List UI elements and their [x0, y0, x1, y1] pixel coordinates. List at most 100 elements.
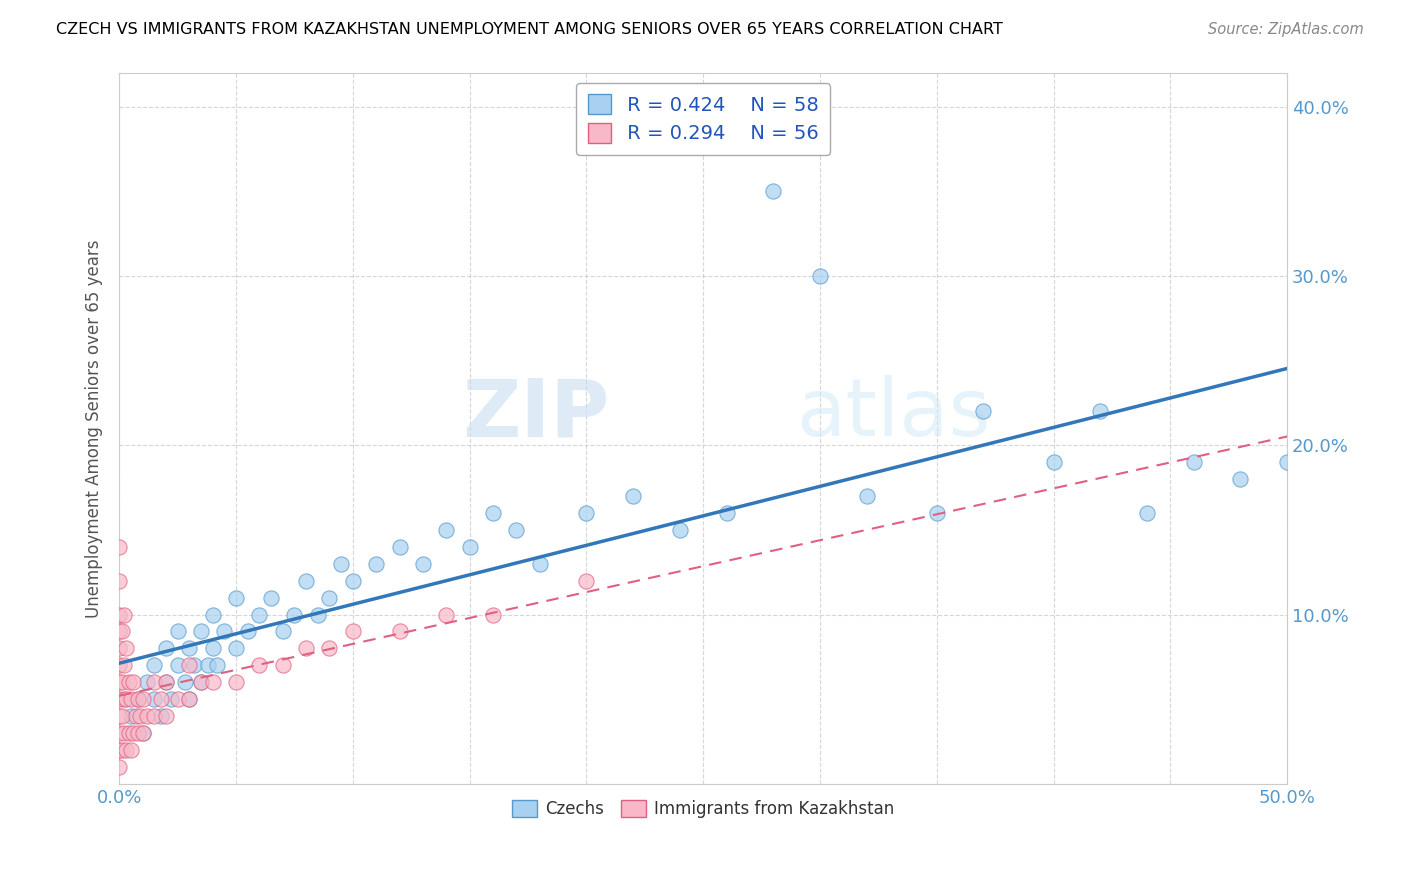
- Point: [115, 743, 138, 757]
- Point: [155, 641, 177, 656]
- Point: [236, 624, 259, 639]
- Point: [117, 726, 139, 740]
- Point: [388, 540, 411, 554]
- Point: [201, 607, 224, 622]
- Text: atlas: atlas: [797, 376, 991, 453]
- Point: [108, 624, 131, 639]
- Point: [150, 692, 173, 706]
- Point: [808, 268, 831, 283]
- Point: [108, 540, 131, 554]
- Point: [762, 185, 785, 199]
- Point: [307, 607, 329, 622]
- Point: [122, 675, 145, 690]
- Point: [120, 709, 142, 723]
- Point: [197, 658, 219, 673]
- Point: [179, 658, 201, 673]
- Point: [1229, 472, 1251, 486]
- Point: [108, 574, 131, 588]
- Point: [112, 658, 135, 673]
- Point: [295, 641, 318, 656]
- Point: [505, 523, 527, 537]
- Point: [260, 591, 283, 605]
- Point: [159, 692, 181, 706]
- Point: [214, 624, 236, 639]
- Point: [342, 624, 364, 639]
- Point: [925, 506, 948, 520]
- Point: [112, 607, 135, 622]
- Point: [330, 557, 353, 571]
- Point: [179, 692, 201, 706]
- Y-axis label: Unemployment Among Seniors over 65 years: Unemployment Among Seniors over 65 years: [86, 239, 103, 617]
- Point: [129, 709, 152, 723]
- Point: [112, 726, 135, 740]
- Point: [124, 709, 146, 723]
- Text: CZECH VS IMMIGRANTS FROM KAZAKHSTAN UNEMPLOYMENT AMONG SENIORS OVER 65 YEARS COR: CZECH VS IMMIGRANTS FROM KAZAKHSTAN UNEM…: [56, 22, 1002, 37]
- Point: [115, 641, 138, 656]
- Point: [249, 658, 271, 673]
- Point: [127, 726, 149, 740]
- Point: [131, 726, 153, 740]
- Point: [155, 675, 177, 690]
- Point: [143, 675, 166, 690]
- Point: [1042, 455, 1064, 469]
- Point: [143, 692, 166, 706]
- Point: [150, 709, 173, 723]
- Point: [179, 641, 201, 656]
- Point: [1136, 506, 1159, 520]
- Text: ZIP: ZIP: [463, 376, 610, 453]
- Point: [342, 574, 364, 588]
- Point: [173, 675, 195, 690]
- Point: [1090, 404, 1112, 418]
- Point: [120, 692, 142, 706]
- Legend: Czechs, Immigrants from Kazakhstan: Czechs, Immigrants from Kazakhstan: [505, 794, 901, 825]
- Point: [183, 658, 205, 673]
- Point: [108, 641, 131, 656]
- Point: [108, 658, 131, 673]
- Point: [108, 692, 131, 706]
- Point: [669, 523, 692, 537]
- Point: [131, 726, 153, 740]
- Point: [122, 726, 145, 740]
- Point: [143, 658, 166, 673]
- Point: [529, 557, 551, 571]
- Point: [108, 743, 131, 757]
- Point: [434, 523, 457, 537]
- Point: [388, 624, 411, 639]
- Text: Source: ZipAtlas.com: Source: ZipAtlas.com: [1208, 22, 1364, 37]
- Point: [434, 607, 457, 622]
- Point: [201, 675, 224, 690]
- Point: [120, 743, 142, 757]
- Point: [283, 607, 305, 622]
- Point: [972, 404, 994, 418]
- Point: [366, 557, 388, 571]
- Point: [1182, 455, 1205, 469]
- Point: [117, 675, 139, 690]
- Point: [110, 624, 132, 639]
- Point: [110, 709, 132, 723]
- Point: [716, 506, 738, 520]
- Point: [201, 641, 224, 656]
- Point: [143, 709, 166, 723]
- Point: [225, 641, 247, 656]
- Point: [110, 743, 132, 757]
- Point: [412, 557, 434, 571]
- Point: [575, 506, 598, 520]
- Point: [190, 675, 212, 690]
- Point: [271, 624, 294, 639]
- Point: [575, 574, 598, 588]
- Point: [482, 506, 505, 520]
- Point: [131, 692, 153, 706]
- Point: [249, 607, 271, 622]
- Point: [190, 624, 212, 639]
- Point: [271, 658, 294, 673]
- Point: [225, 675, 247, 690]
- Point: [108, 675, 131, 690]
- Point: [110, 675, 132, 690]
- Point: [179, 692, 201, 706]
- Point: [225, 591, 247, 605]
- Point: [1275, 455, 1298, 469]
- Point: [621, 489, 644, 503]
- Point: [115, 692, 138, 706]
- Point: [207, 658, 229, 673]
- Point: [108, 709, 131, 723]
